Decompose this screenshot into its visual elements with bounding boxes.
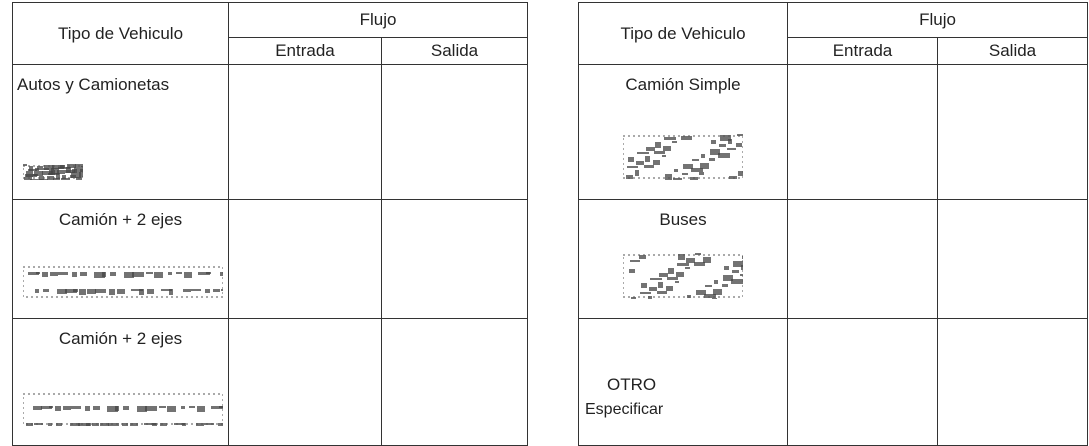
exit-cell — [380, 318, 529, 446]
header-in: Entrada — [787, 37, 938, 65]
vehicle-note: Especificar — [585, 401, 664, 418]
vehicle-row: Camión Simple — [578, 64, 1089, 200]
header-type: Tipo de Vehiculo — [578, 2, 788, 65]
vehicle-table: Tipo de Vehiculo Flujo Entrada Salida Camión… — [578, 2, 1089, 446]
entry-cell — [228, 318, 382, 446]
entry-cell — [228, 199, 382, 319]
header-flow: Flujo — [227, 2, 529, 38]
vehicle-row: Camión + 2 ejes — [12, 318, 529, 446]
vehicle-image — [622, 253, 750, 304]
exit-cell — [936, 199, 1089, 319]
vehicle-cell: Buses — [578, 199, 788, 319]
vehicle-image — [22, 164, 92, 185]
vehicle-label: Camión Simple — [625, 75, 741, 94]
vehicle-cell: Camión Simple — [578, 64, 788, 200]
subheader-row: Entrada Salida — [579, 37, 1089, 65]
vehicle-label: Buses — [659, 210, 707, 229]
entry-cell — [228, 64, 382, 200]
header-row: Tipo de Vehiculo Flujo — [12, 2, 529, 65]
exit-cell — [936, 318, 1089, 446]
header-row: Tipo de Vehiculo Flujo — [578, 2, 1089, 65]
exit-cell — [936, 64, 1089, 200]
vehicle-icon — [22, 164, 92, 184]
vehicle-label: Autos y Camionetas — [17, 75, 170, 94]
vehicle-cell: Camión + 2 ejes — [12, 318, 229, 446]
vehicle-image — [622, 134, 747, 185]
vehicle-icon — [622, 253, 750, 302]
header-out: Salida — [936, 37, 1089, 65]
entry-cell — [787, 199, 938, 319]
vehicle-cell: Camión + 2 ejes — [12, 199, 230, 319]
header-flow: Flujo — [786, 2, 1089, 38]
vehicle-row: Buses — [578, 199, 1089, 319]
vehicle-table: Tipo de Vehiculo Flujo Entrada Salida Autos … — [12, 2, 529, 446]
entry-cell — [787, 64, 938, 200]
header-in: Entrada — [228, 37, 382, 65]
vehicle-row: OTRO Especificar — [578, 318, 1089, 446]
vehicle-row: Camión + 2 ejes — [12, 199, 529, 319]
header-type: Tipo de Vehiculo — [12, 2, 229, 65]
vehicle-icon — [22, 266, 230, 298]
vehicle-image — [22, 392, 224, 431]
vehicle-label: OTRO — [607, 375, 657, 394]
vehicle-label: Camión + 2 ejes — [58, 210, 183, 229]
header-out: Salida — [380, 37, 529, 65]
exit-cell — [380, 64, 529, 200]
vehicle-cell: OTRO Especificar — [578, 318, 788, 446]
subheader-row: Entrada Salida — [13, 37, 529, 65]
vehicle-row: Autos y Camionetas — [12, 64, 529, 200]
vehicle-label: Camión + 2 ejes — [58, 329, 183, 348]
entry-cell — [787, 318, 938, 446]
exit-cell — [380, 199, 529, 319]
vehicle-icon — [22, 393, 224, 429]
vehicle-icon — [622, 134, 747, 183]
vehicle-image — [22, 265, 230, 304]
vehicle-cell: Autos y Camionetas — [12, 64, 229, 200]
